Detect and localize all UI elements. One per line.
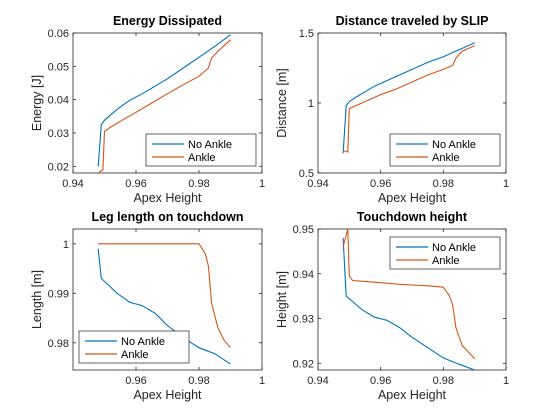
y-tick-label: 0.06 [48, 28, 69, 40]
y-tick-label: 0.93 [293, 314, 314, 326]
x-axis-label: Apex Height [378, 388, 447, 402]
x-tick-label: 0.94 [62, 178, 83, 190]
series-line-no-ankle [97, 248, 231, 365]
y-axis-label: Distance [m] [275, 68, 289, 137]
x-tick-label: 0.96 [125, 375, 146, 387]
y-tick-label: 1 [63, 239, 69, 251]
x-tick-label: 0.98 [188, 375, 209, 387]
x-tick-label: 0.96 [370, 375, 391, 387]
x-tick-label: 0.98 [433, 375, 454, 387]
y-tick-label: 0.99 [48, 288, 69, 300]
legend-entry: Ankle [121, 349, 149, 361]
chart-title: Energy Dissipated [113, 14, 222, 28]
legend-entry: Ankle [432, 255, 460, 267]
legend-entry: No Ankle [432, 139, 476, 151]
y-axis-label: Length [m] [30, 270, 44, 329]
y-tick-label: 0.04 [48, 95, 69, 107]
legend-box [389, 133, 501, 167]
series-line-no-ankle [342, 237, 475, 370]
y-tick-label: 0.02 [48, 161, 69, 173]
y-tick-label: 0.05 [48, 61, 69, 73]
y-axis-label: Energy [J] [30, 75, 44, 131]
x-axis-label: Apex Height [378, 191, 447, 205]
legend-box [78, 330, 190, 364]
series-line-ankle [97, 39, 231, 173]
subplot-1: 0.94 0.96 0.98 1 0.02 0.03 0.04 0.05 0.06 Energy … [30, 14, 265, 205]
y-tick-label: 0.94 [293, 269, 314, 281]
chart-title: Distance traveled by SLIP [336, 14, 489, 28]
legend-box [389, 236, 501, 270]
x-tick-label: 1 [259, 375, 265, 387]
series-line-no-ankle [342, 42, 475, 154]
x-tick-label: 0.94 [307, 375, 328, 387]
x-tick-label: 0.98 [188, 178, 209, 190]
y-tick-label: 0.98 [48, 338, 69, 350]
x-tick-label: 1 [503, 375, 509, 387]
legend-entry: No Ankle [121, 336, 165, 348]
chart-title: Touchdown height [357, 210, 468, 224]
series-line-ankle [342, 229, 476, 360]
x-tick-label: 0.96 [370, 178, 391, 190]
series-line-ankle [342, 45, 475, 153]
x-tick-label: 0.94 [307, 178, 328, 190]
series-line-ankle [98, 243, 231, 349]
x-axis-label: Apex Height [133, 191, 202, 205]
x-tick-label: 0.96 [125, 178, 146, 190]
subplot-3: 0.96 0.98 1 0.98 0.99 1 Leg length on touchdow… [30, 210, 265, 402]
y-axis-label: Height [m] [275, 271, 289, 328]
legend-entry: Ankle [432, 152, 460, 164]
x-tick-label: 0.98 [433, 178, 454, 190]
legend-entry: No Ankle [432, 242, 476, 254]
legend-entry: No Ankle [188, 139, 232, 151]
y-tick-label: 0.5 [299, 168, 314, 180]
subplot-2: 0.94 0.96 0.98 1 0.5 1 1.5 Distance traveled by… [275, 14, 509, 205]
legend-entry: Ankle [188, 152, 216, 164]
subplot-4: 0.94 0.96 0.98 1 0.92 0.93 0.94 0.95 Touchdown h… [275, 210, 509, 402]
series-line-no-ankle [97, 34, 231, 167]
y-tick-label: 1 [308, 98, 314, 110]
y-tick-label: 0.95 [293, 224, 314, 236]
y-tick-label: 1.5 [299, 28, 314, 40]
legend-box [145, 133, 257, 167]
x-axis-label: Apex Height [133, 388, 202, 402]
y-tick-label: 0.03 [48, 128, 69, 140]
y-tick-label: 0.92 [293, 358, 314, 370]
x-tick-label: 1 [259, 178, 265, 190]
x-tick-label: 1 [503, 178, 509, 190]
chart-title: Leg length on touchdown [91, 210, 243, 224]
